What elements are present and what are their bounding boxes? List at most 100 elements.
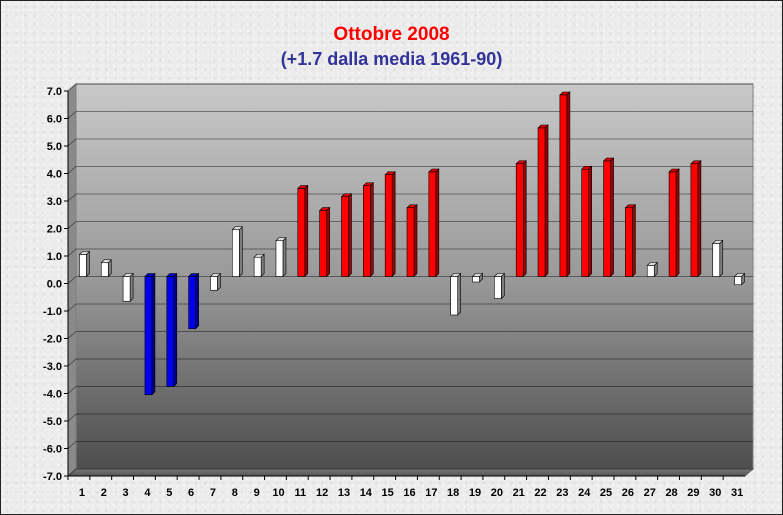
bar — [340, 193, 353, 278]
y-tick-label: -1.0 — [43, 306, 62, 318]
bar-front — [144, 276, 153, 396]
bar-side — [326, 206, 330, 278]
x-tick-label: 9 — [254, 487, 260, 499]
bar-side — [391, 171, 396, 278]
bar-front — [472, 276, 480, 283]
y-tick-label: 1.0 — [47, 251, 62, 263]
x-tick-label: 15 — [382, 487, 394, 499]
y-tick-label: -3.0 — [43, 361, 62, 373]
x-tick-label: 22 — [534, 487, 546, 499]
gridline-side — [67, 111, 77, 119]
bar-front — [319, 210, 327, 277]
bar-side — [238, 226, 243, 278]
bar — [624, 204, 637, 278]
x-tick-label: 8 — [232, 487, 238, 499]
bar — [297, 184, 309, 278]
bar — [78, 250, 91, 278]
bar-front — [210, 276, 218, 291]
bar — [166, 272, 178, 388]
x-tick-label: 12 — [316, 487, 328, 499]
bar — [646, 261, 658, 278]
bar-front — [646, 265, 655, 277]
x-tick-label: 18 — [447, 487, 459, 499]
bar-side — [632, 204, 636, 278]
x-tick-label: 29 — [687, 487, 699, 499]
bar-front — [253, 256, 262, 277]
gridline-side — [67, 441, 77, 449]
bar — [668, 168, 680, 278]
bar — [449, 272, 462, 316]
bar-front — [668, 171, 677, 277]
bar-side — [370, 182, 374, 278]
bar-front — [494, 276, 502, 299]
bar — [712, 239, 724, 278]
gridline-side — [67, 358, 77, 367]
bar-side — [413, 204, 418, 278]
bar-front — [515, 163, 524, 277]
y-tick-label: 0.0 — [47, 279, 62, 291]
gridline-side — [67, 166, 77, 174]
gridline-side — [67, 413, 77, 422]
bar-front — [122, 276, 131, 302]
gridline-side — [67, 276, 77, 284]
bar — [406, 204, 418, 278]
bar-front — [166, 276, 175, 387]
x-tick-label: 17 — [425, 487, 437, 499]
bar-side — [435, 168, 440, 278]
bar-front — [690, 163, 699, 277]
x-tick-label: 19 — [469, 487, 481, 499]
bar-side — [544, 124, 549, 278]
bar-side — [86, 250, 90, 278]
gridline-side — [67, 193, 77, 202]
bar-side — [304, 184, 309, 278]
bar — [253, 253, 265, 278]
y-tick-label: 4.0 — [47, 169, 62, 181]
bar-side — [260, 253, 265, 278]
bar — [100, 259, 112, 278]
x-tick-label: 28 — [665, 487, 677, 499]
gridline-side — [67, 331, 77, 339]
x-tick-label: 4 — [144, 487, 151, 499]
bar-side — [522, 160, 527, 278]
y-tick-label: 5.0 — [47, 141, 62, 153]
bar-side — [173, 272, 178, 388]
bar-side — [348, 193, 352, 278]
chart-title: Ottobre 2008 — [333, 24, 450, 45]
y-tick-label: -4.0 — [43, 389, 62, 401]
bar-front — [188, 276, 196, 330]
bar-front — [100, 262, 109, 277]
bar-side — [610, 157, 614, 278]
bar — [559, 91, 571, 278]
bar — [580, 165, 593, 278]
gridline-side — [67, 221, 77, 229]
bar — [231, 226, 244, 278]
bar — [384, 171, 396, 278]
bar-front — [406, 207, 415, 277]
y-tick-label: -7.0 — [43, 471, 62, 483]
x-tick-label: 14 — [360, 487, 373, 499]
x-tick-label: 25 — [600, 487, 612, 499]
bar-front — [363, 185, 371, 277]
bar-side — [675, 168, 680, 278]
bar — [690, 160, 702, 278]
y-tick-label: -6.0 — [43, 444, 62, 456]
x-tick-label: 31 — [731, 487, 743, 499]
x-tick-label: 26 — [622, 487, 634, 499]
y-tick-label: -2.0 — [43, 334, 62, 346]
bar — [275, 237, 287, 278]
bar — [515, 160, 527, 278]
bar-side — [697, 160, 702, 278]
bar-front — [581, 168, 590, 277]
bar-side — [151, 272, 156, 396]
x-tick-label: 1 — [79, 487, 85, 499]
gridline-side — [67, 83, 77, 92]
x-tick-label: 23 — [556, 487, 568, 499]
bar-side — [282, 237, 287, 278]
bar-front — [625, 207, 633, 277]
bar-side — [129, 272, 134, 302]
bar-front — [450, 276, 458, 316]
y-tick-label: 7.0 — [47, 86, 62, 98]
chart-subtitle: (+1.7 dalla media 1961-90) — [280, 49, 503, 69]
bar — [318, 206, 331, 278]
